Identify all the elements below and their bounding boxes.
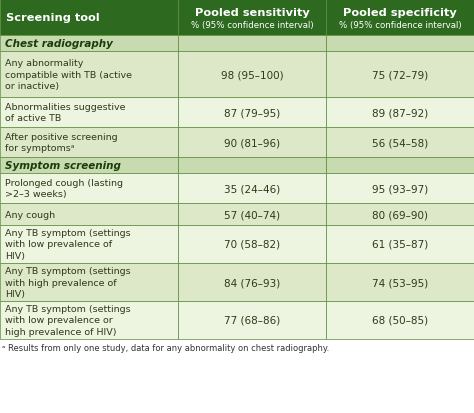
Bar bbox=[0, 0, 178, 36]
Bar bbox=[178, 263, 326, 301]
Text: 98 (95–100): 98 (95–100) bbox=[221, 70, 283, 80]
Bar bbox=[178, 204, 326, 225]
Bar bbox=[326, 301, 474, 339]
Bar bbox=[0, 225, 178, 263]
Bar bbox=[326, 52, 474, 98]
Text: 61 (35–87): 61 (35–87) bbox=[372, 240, 428, 249]
Text: Screening tool: Screening tool bbox=[6, 13, 100, 23]
Bar bbox=[0, 263, 178, 301]
Bar bbox=[0, 204, 178, 225]
Bar bbox=[178, 0, 326, 36]
Bar bbox=[0, 158, 178, 173]
Bar bbox=[0, 128, 178, 158]
Bar bbox=[326, 36, 474, 52]
Bar bbox=[0, 36, 178, 52]
Text: % (95% confidence interval): % (95% confidence interval) bbox=[191, 21, 313, 29]
Bar bbox=[178, 36, 326, 52]
Text: Symptom screening: Symptom screening bbox=[5, 161, 121, 171]
Text: Pooled sensitivity: Pooled sensitivity bbox=[195, 8, 310, 18]
Bar bbox=[0, 173, 178, 204]
Text: 68 (50–85): 68 (50–85) bbox=[372, 315, 428, 325]
Bar bbox=[326, 225, 474, 263]
Bar bbox=[178, 158, 326, 173]
Text: 95 (93–97): 95 (93–97) bbox=[372, 183, 428, 194]
Text: Prolonged cough (lasting
>2–3 weeks): Prolonged cough (lasting >2–3 weeks) bbox=[5, 178, 123, 199]
Text: Pooled specificity: Pooled specificity bbox=[343, 8, 457, 18]
Bar bbox=[326, 0, 474, 36]
Text: 56 (54–58): 56 (54–58) bbox=[372, 138, 428, 147]
Text: Any TB symptom (settings
with low prevalence or
high prevalence of HIV): Any TB symptom (settings with low preval… bbox=[5, 305, 131, 336]
Bar bbox=[326, 158, 474, 173]
Text: Any TB symptom (settings
with high prevalence of
HIV): Any TB symptom (settings with high preva… bbox=[5, 267, 131, 298]
Text: 74 (53–95): 74 (53–95) bbox=[372, 277, 428, 287]
Text: Any cough: Any cough bbox=[5, 210, 55, 219]
Text: 70 (58–82): 70 (58–82) bbox=[224, 240, 280, 249]
Text: 80 (69–90): 80 (69–90) bbox=[372, 209, 428, 219]
Text: 84 (76–93): 84 (76–93) bbox=[224, 277, 280, 287]
Bar bbox=[178, 225, 326, 263]
Bar bbox=[178, 128, 326, 158]
Bar bbox=[326, 173, 474, 204]
Bar bbox=[178, 301, 326, 339]
Bar bbox=[0, 98, 178, 128]
Text: Abnormalities suggestive
of active TB: Abnormalities suggestive of active TB bbox=[5, 103, 126, 123]
Text: Any TB symptom (settings
with low prevalence of
HIV): Any TB symptom (settings with low preval… bbox=[5, 229, 131, 260]
Text: 77 (68–86): 77 (68–86) bbox=[224, 315, 280, 325]
Bar bbox=[326, 98, 474, 128]
Bar bbox=[178, 52, 326, 98]
Text: % (95% confidence interval): % (95% confidence interval) bbox=[339, 21, 461, 29]
Text: Chest radiography: Chest radiography bbox=[5, 39, 113, 49]
Text: After positive screening
for symptomsᵃ: After positive screening for symptomsᵃ bbox=[5, 133, 118, 153]
Text: 90 (81–96): 90 (81–96) bbox=[224, 138, 280, 147]
Bar bbox=[0, 301, 178, 339]
Bar bbox=[326, 204, 474, 225]
Text: 57 (40–74): 57 (40–74) bbox=[224, 209, 280, 219]
Text: 89 (87–92): 89 (87–92) bbox=[372, 108, 428, 118]
Text: 75 (72–79): 75 (72–79) bbox=[372, 70, 428, 80]
Bar bbox=[326, 263, 474, 301]
Text: ᵃ Results from only one study, data for any abnormality on chest radiography.: ᵃ Results from only one study, data for … bbox=[2, 343, 329, 352]
Bar bbox=[0, 52, 178, 98]
Text: 35 (24–46): 35 (24–46) bbox=[224, 183, 280, 194]
Text: Any abnormality
compatible with TB (active
or inactive): Any abnormality compatible with TB (acti… bbox=[5, 59, 132, 90]
Bar bbox=[178, 98, 326, 128]
Bar bbox=[178, 173, 326, 204]
Bar bbox=[326, 128, 474, 158]
Text: 87 (79–95): 87 (79–95) bbox=[224, 108, 280, 118]
